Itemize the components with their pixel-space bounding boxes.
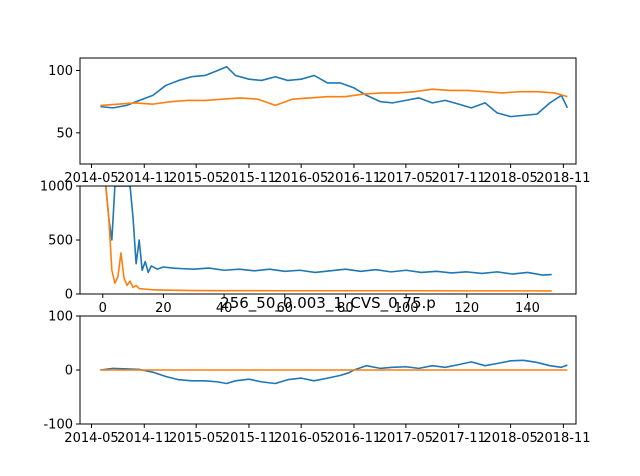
x-tick-label: 2017-11 <box>432 171 486 186</box>
y-tick-label: 0 <box>65 364 73 379</box>
x-tick-label: 2016-11 <box>327 171 381 186</box>
y-tick-label: -100 <box>43 418 73 433</box>
middle-panel: 0 20 40 60 80 100 120 140 0 500 1000 <box>40 180 577 316</box>
x-tick-label: 2018-11 <box>536 171 590 186</box>
x-tick-label: 80 <box>337 301 354 316</box>
y-tick-label: 50 <box>56 126 73 141</box>
x-tick-label: 140 <box>515 301 540 316</box>
x-tick-label: 60 <box>276 301 293 316</box>
y-tick-label: 100 <box>48 310 73 325</box>
figure-title: 256_50_0.003_1_CVS_0.75.p <box>220 294 436 313</box>
y-tick-label: 500 <box>48 234 73 249</box>
top-panel-series-1-line <box>100 65 569 118</box>
x-tick-label: 2014-05 <box>64 431 118 446</box>
x-tick-label: 2017-05 <box>379 171 433 186</box>
bottom-panel-series-1-line <box>100 359 568 385</box>
middle-panel-series-2-line <box>104 186 552 292</box>
x-tick-label: 2016-05 <box>274 431 328 446</box>
x-tick-label: 0 <box>99 301 107 316</box>
x-tick-label: 2018-05 <box>483 431 537 446</box>
x-tick-label: 2015-05 <box>169 431 223 446</box>
x-tick-label: 2015-11 <box>222 431 276 446</box>
x-tick-label: 20 <box>155 301 172 316</box>
x-tick-label: 2016-05 <box>274 171 328 186</box>
x-tick-label: 40 <box>216 301 233 316</box>
x-tick-label: 2014-11 <box>117 431 171 446</box>
x-tick-label: 2014-05 <box>64 171 118 186</box>
x-tick-label: 2015-11 <box>222 171 276 186</box>
y-tick-label: 0 <box>65 288 73 303</box>
x-tick-label: 2015-05 <box>169 171 223 186</box>
middle-panel-series-1-line <box>104 186 552 276</box>
top-panel: 2014-052014-112015-052015-112016-052016-… <box>48 57 591 186</box>
top-panel-series-2-line <box>100 88 568 107</box>
x-tick-label: 2017-11 <box>432 431 486 446</box>
top-panel-frame <box>79 57 577 165</box>
x-tick-label: 2018-05 <box>483 171 537 186</box>
x-tick-label: 120 <box>454 301 479 316</box>
x-tick-label: 2014-11 <box>117 171 171 186</box>
x-tick-label: 100 <box>394 301 419 316</box>
y-tick-label: 100 <box>48 64 73 79</box>
bottom-panel: 2014-052014-112015-052015-112016-052016-… <box>43 310 590 447</box>
y-tick-label: 1000 <box>40 180 73 195</box>
x-tick-label: 2017-05 <box>379 431 433 446</box>
x-tick-label: 2016-11 <box>327 431 381 446</box>
x-tick-label: 2018-11 <box>536 431 590 446</box>
